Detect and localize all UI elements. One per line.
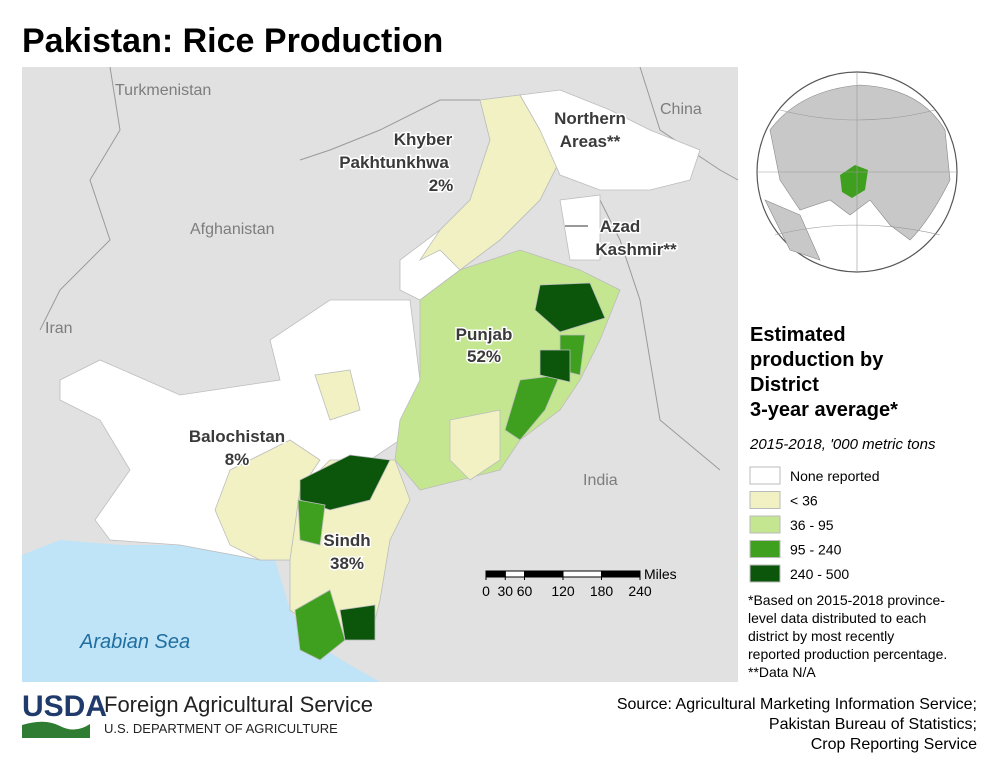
scale-segment	[524, 570, 564, 578]
province-share: 2%	[429, 176, 454, 195]
province-label: Areas**	[560, 132, 621, 151]
footnote: *Based on 2015-2018 province- level data…	[748, 592, 947, 680]
district	[539, 349, 571, 383]
globe-land	[769, 84, 951, 241]
district	[314, 369, 361, 421]
province-label: Pakhtunkhwa	[339, 153, 449, 172]
department: U.S. DEPARTMENT OF AGRICULTURE	[104, 721, 338, 736]
scale-segment	[601, 570, 641, 578]
country-label: China	[660, 101, 702, 118]
source-line: Source: Agricultural Marketing Informati…	[617, 696, 977, 713]
scale-segment	[562, 570, 602, 578]
footnote-line: *Based on 2015-2018 province-	[748, 592, 945, 608]
country-label: Turkmenistan	[115, 82, 211, 99]
legend-label: 240 - 500	[790, 566, 849, 582]
legend-title: 3-year average*	[750, 399, 898, 421]
scale-segment	[485, 570, 506, 578]
scale-tick-label: 0	[482, 583, 490, 599]
country-label: Afghanistan	[190, 221, 275, 238]
scale-tick-label: 120	[551, 583, 575, 599]
province-share: 52%	[467, 347, 501, 366]
legend: Estimated production by District 3-year …	[749, 324, 936, 583]
district	[418, 94, 561, 271]
district	[449, 409, 501, 481]
northern-areas	[519, 89, 701, 191]
country-label: India	[583, 472, 618, 489]
graticule	[757, 72, 957, 272]
scale-tick-label: 240	[628, 583, 652, 599]
globe	[756, 71, 958, 273]
footer: USDA Foreign Agricultural Service U.S. D…	[22, 690, 977, 753]
legend-subtitle: 2015-2018, '000 metric tons	[749, 436, 936, 453]
legend-label: < 36	[790, 493, 818, 509]
legend-label: None reported	[790, 468, 880, 484]
district	[297, 499, 326, 546]
legend-swatch	[749, 564, 781, 583]
province-label: Punjab	[456, 325, 513, 344]
province-label: Sindh	[323, 531, 370, 550]
legend-title: District	[750, 374, 819, 396]
legend-title: Estimated	[750, 324, 846, 346]
footnote-line: district by most recently	[748, 628, 894, 644]
province-label: Northern	[554, 109, 626, 128]
map: Turkmenistan China Afghanistan Iran Indi…	[22, 66, 739, 682]
source-line: Crop Reporting Service	[811, 736, 977, 753]
borders	[39, 66, 739, 471]
legend-swatch	[749, 491, 781, 509]
legend-swatch	[749, 515, 781, 534]
footnote-line: **Data N/A	[748, 664, 816, 680]
agency: Foreign Agricultural Service	[104, 692, 373, 717]
footnote-line: reported production percentage.	[748, 646, 947, 662]
sea	[22, 540, 380, 682]
district	[294, 589, 346, 661]
sea-label: Arabian Sea	[79, 631, 190, 653]
province-label: Khyber	[394, 130, 453, 149]
province-share: 38%	[330, 554, 364, 573]
province-label: Kashmir**	[595, 240, 677, 259]
globe-pakistan	[840, 165, 868, 198]
province-label: Balochistan	[189, 427, 285, 446]
legend-title: production by	[750, 349, 884, 371]
scale-tick-label: 60	[517, 583, 533, 599]
usda-logo: USDA	[22, 690, 107, 723]
province-label: Azad	[600, 217, 641, 236]
scale-unit: Miles	[644, 566, 677, 582]
district	[534, 282, 606, 333]
province-share: 8%	[225, 450, 250, 469]
district	[339, 604, 376, 641]
legend-swatch	[749, 540, 781, 558]
legend-swatch	[749, 466, 781, 485]
legend-label: 95 - 240	[790, 542, 842, 558]
azad-kashmir	[559, 194, 601, 261]
country-label: Iran	[45, 320, 73, 337]
title: Pakistan: Rice Production	[22, 22, 443, 60]
scale-tick-label: 30	[497, 583, 513, 599]
scale-segment	[504, 570, 525, 578]
logo-waves	[22, 721, 90, 738]
footnote-line: level data distributed to each	[748, 610, 926, 626]
source-line: Pakistan Bureau of Statistics;	[769, 716, 977, 733]
legend-label: 36 - 95	[790, 517, 834, 533]
scale-tick-label: 180	[590, 583, 614, 599]
